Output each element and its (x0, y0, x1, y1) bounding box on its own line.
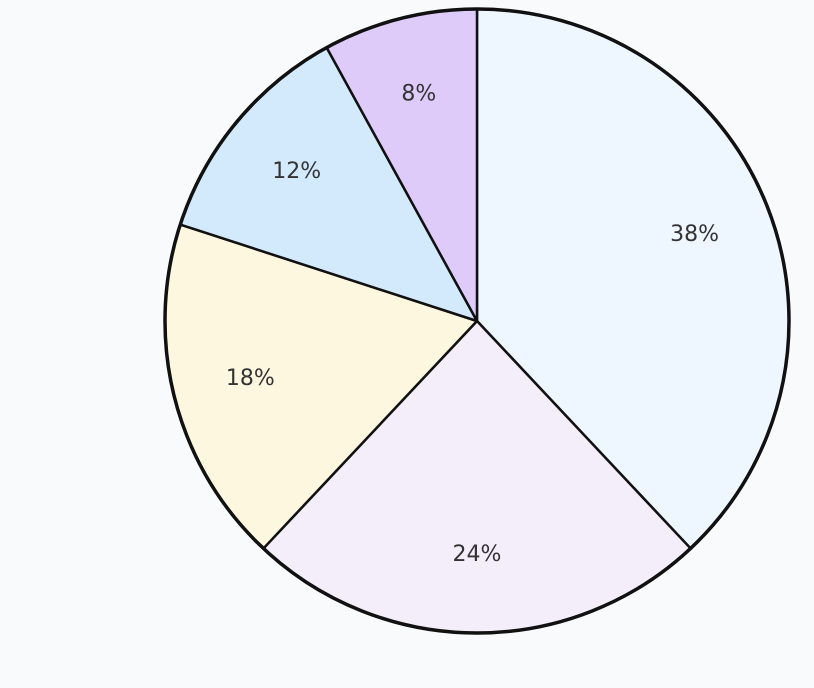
slice-label: 38% (670, 222, 719, 247)
slice-label: 8% (401, 81, 436, 106)
slice-label: 24% (453, 542, 502, 567)
slice-label: 12% (272, 159, 321, 184)
slice-label: 18% (226, 366, 275, 391)
pie-outline (163, 7, 791, 635)
